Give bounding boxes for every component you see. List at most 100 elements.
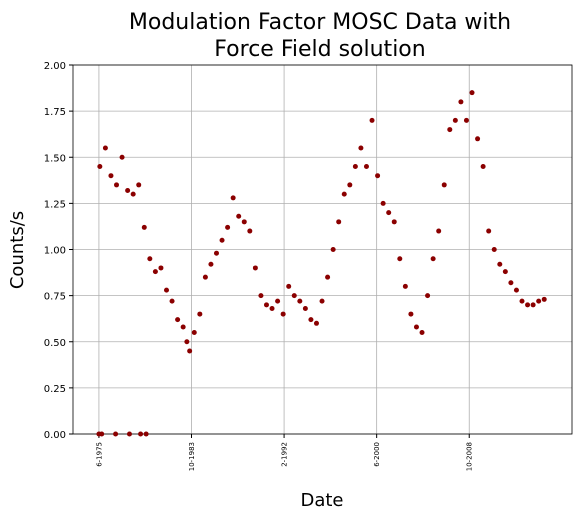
- data-point: [169, 298, 175, 304]
- data-point: [147, 256, 153, 262]
- data-point: [191, 330, 197, 336]
- data-point: [341, 191, 347, 197]
- data-point: [252, 265, 258, 271]
- data-point: [247, 228, 253, 234]
- data-point: [102, 145, 108, 151]
- data-point: [269, 306, 275, 312]
- data-point: [152, 269, 158, 275]
- data-point: [441, 182, 447, 188]
- y-tick-label: 1.25: [44, 199, 66, 210]
- data-point: [197, 311, 203, 317]
- data-point: [275, 298, 281, 304]
- data-point: [114, 182, 120, 188]
- y-tick-label: 1.75: [44, 107, 66, 118]
- data-point: [180, 324, 186, 330]
- data-point: [97, 163, 103, 169]
- data-point: [225, 224, 231, 230]
- data-point: [143, 431, 149, 437]
- chart-title: Force Field solution: [214, 37, 425, 62]
- data-point: [347, 182, 353, 188]
- data-point: [213, 250, 219, 256]
- data-point: [280, 311, 286, 317]
- data-point: [308, 317, 314, 323]
- data-point: [291, 293, 297, 299]
- data-point: [530, 302, 536, 308]
- x-axis-label: Date: [300, 490, 343, 511]
- data-point: [513, 287, 519, 293]
- data-point: [519, 298, 525, 304]
- data-point: [380, 200, 386, 206]
- data-point: [508, 280, 514, 286]
- data-point: [99, 431, 105, 437]
- x-tick-label: 6-1975: [95, 442, 103, 467]
- data-point: [486, 228, 492, 234]
- data-point: [480, 163, 486, 169]
- data-point: [419, 330, 425, 336]
- data-point: [136, 182, 142, 188]
- data-point: [108, 173, 114, 179]
- data-point: [286, 283, 292, 289]
- data-point: [187, 348, 193, 354]
- data-point: [241, 219, 247, 225]
- data-point: [297, 298, 303, 304]
- data-point: [430, 256, 436, 262]
- y-tick-label: 0.75: [44, 292, 66, 303]
- data-point: [236, 213, 242, 219]
- data-point: [491, 247, 497, 252]
- data-point: [541, 296, 547, 302]
- x-tick-label: 6-2000: [373, 442, 381, 467]
- data-point: [184, 339, 190, 345]
- data-point: [358, 145, 364, 151]
- data-point: [463, 117, 469, 123]
- data-point: [319, 298, 325, 304]
- data-point: [208, 261, 214, 267]
- data-point: [164, 287, 170, 293]
- y-tick-label: 1.00: [44, 246, 66, 257]
- data-point: [158, 265, 164, 271]
- data-point: [113, 431, 119, 437]
- data-point: [402, 283, 408, 289]
- data-point: [263, 302, 269, 308]
- data-point: [302, 306, 308, 312]
- y-tick-label: 2.00: [44, 61, 66, 72]
- data-point: [408, 311, 414, 317]
- data-point: [425, 293, 431, 299]
- data-point: [386, 210, 392, 216]
- data-point: [458, 99, 464, 105]
- data-point: [369, 117, 375, 123]
- data-point: [436, 228, 442, 234]
- data-point: [126, 431, 132, 437]
- y-tick-label: 1.50: [44, 153, 66, 164]
- data-point: [330, 247, 336, 252]
- data-point: [125, 187, 131, 193]
- data-point: [502, 269, 508, 275]
- data-point: [141, 224, 147, 230]
- y-axis-label: Counts/s: [7, 211, 28, 289]
- data-point: [313, 320, 319, 326]
- y-tick-label: 0.00: [44, 430, 66, 441]
- data-point: [525, 302, 531, 308]
- data-point: [230, 195, 236, 201]
- chart-title: Modulation Factor MOSC Data with: [129, 10, 511, 35]
- data-point: [325, 274, 331, 280]
- x-tick-label: 10-2008: [466, 442, 474, 471]
- data-point: [219, 237, 225, 243]
- data-point: [447, 127, 453, 133]
- data-point: [258, 293, 264, 299]
- data-point: [119, 154, 125, 160]
- data-point: [202, 274, 208, 280]
- data-point: [413, 324, 419, 330]
- data-point: [138, 431, 144, 437]
- y-tick-label: 0.50: [44, 338, 66, 349]
- x-tick-label: 2-1992: [281, 442, 289, 467]
- data-point: [397, 256, 403, 262]
- data-point: [391, 219, 397, 225]
- x-tick-label: 10-1983: [188, 442, 196, 471]
- data-point: [475, 136, 481, 142]
- data-point: [536, 298, 542, 304]
- data-point: [336, 219, 342, 225]
- data-point: [352, 163, 358, 169]
- data-point: [452, 117, 458, 123]
- y-tick-label: 0.25: [44, 384, 66, 395]
